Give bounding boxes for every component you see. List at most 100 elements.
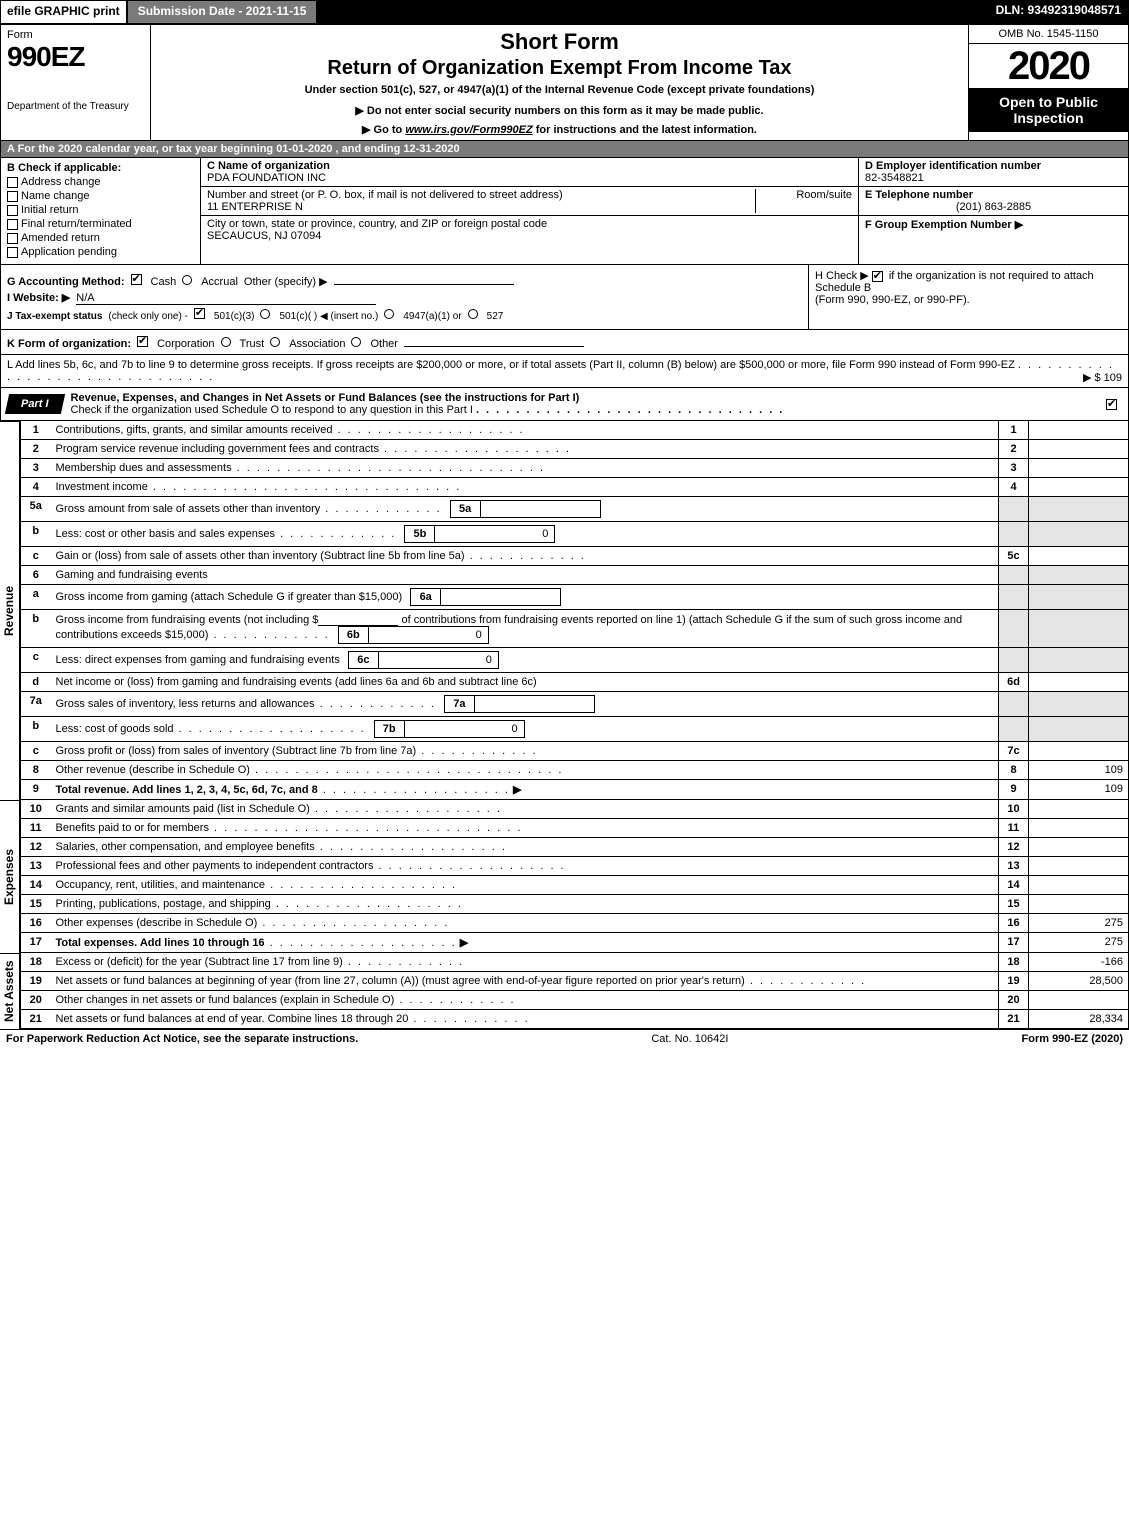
line-a-tax-year: A For the 2020 calendar year, or tax yea… [0,141,1129,158]
chk-label: Final return/terminated [21,218,132,230]
h-check: H Check ▶ if the organization is not req… [808,265,1128,329]
g-other-label: Other (specify) ▶ [244,275,328,288]
open-to-public: Open to Public Inspection [969,88,1128,132]
chk-label: Amended return [21,232,100,244]
chk-final-return[interactable]: Final return/terminated [7,218,194,230]
checkbox-icon[interactable] [1106,399,1117,410]
page-footer: For Paperwork Reduction Act Notice, see … [0,1029,1129,1048]
ssn-warning: ▶ Do not enter social security numbers o… [159,104,960,117]
section-b-checkboxes: B Check if applicable: Address change Na… [1,158,201,264]
checkbox-icon[interactable] [7,205,18,216]
form-word: Form [7,29,144,41]
chk-address-change[interactable]: Address change [7,176,194,188]
footer-left: For Paperwork Reduction Act Notice, see … [6,1033,358,1045]
checkbox-icon[interactable] [7,247,18,258]
b-title: B Check if applicable: [7,162,194,174]
section-k: K Form of organization: Corporation Trus… [0,330,1129,355]
chk-label: Application pending [21,246,117,258]
line-5a: 5aGross amount from sale of assets other… [21,497,1129,522]
chk-application-pending[interactable]: Application pending [7,246,194,258]
line-11: 11Benefits paid to or for members11 [21,819,1129,838]
identity-block: B Check if applicable: Address change Na… [0,158,1129,265]
checkbox-icon[interactable] [7,219,18,230]
g-other-input[interactable] [334,272,514,285]
header-left: Form 990EZ Department of the Treasury [1,25,151,140]
d-value: 82-3548821 [865,172,1122,184]
revenue-side-label: Revenue [0,421,20,800]
chk-label: Initial return [21,204,78,216]
city-value: SECAUCUS, NJ 07094 [207,230,321,242]
checkbox-icon[interactable] [7,233,18,244]
c-label: C Name of organization [207,160,330,172]
part-1-checkbox[interactable] [1098,394,1128,414]
line-16: 16Other expenses (describe in Schedule O… [21,914,1129,933]
k-o3: Association [289,338,345,350]
line-6d: dNet income or (loss) from gaming and fu… [21,673,1129,692]
city-row: City or town, state or province, country… [201,216,858,264]
line-3: 3Membership dues and assessments3 [21,459,1129,478]
e-value: (201) 863-2885 [865,201,1122,213]
j-o1: 501(c)(3) [214,311,255,322]
section-c-org: C Name of organization PDA FOUNDATION IN… [201,158,858,264]
footer-catno: Cat. No. 10642I [358,1033,1021,1045]
checkbox-icon[interactable] [7,177,18,188]
form-header: Form 990EZ Department of the Treasury Sh… [0,24,1129,141]
k-o2: Trust [240,338,265,350]
efile-print-label[interactable]: efile GRAPHIC print [0,0,127,24]
topbar-spacer [317,0,987,24]
f-label: F Group Exemption Number ▶ [865,219,1023,231]
k-o4: Other [370,338,398,350]
e-phone: E Telephone number (201) 863-2885 [859,187,1128,216]
chk-corporation[interactable] [137,336,148,347]
goto-line: ▶ Go to www.irs.gov/Form990EZ for instru… [159,123,960,136]
address-value: 11 ENTERPRISE N [207,201,303,213]
chk-name-change[interactable]: Name change [7,190,194,202]
k-label: K Form of organization: [7,338,131,350]
top-bar: efile GRAPHIC print Submission Date - 20… [0,0,1129,24]
title-return: Return of Organization Exempt From Incom… [159,57,960,80]
radio-association[interactable] [270,337,280,347]
line-6c: cLess: direct expenses from gaming and f… [21,648,1129,673]
chk-cash[interactable] [131,274,142,285]
j-tax-status: J Tax-exempt status (check only one) - 5… [7,308,802,322]
part-1-title: Revenue, Expenses, and Changes in Net As… [63,388,1098,420]
e-label: E Telephone number [865,189,1122,201]
k-o1: Corporation [157,338,214,350]
radio-501c[interactable] [260,309,270,319]
line-5b: bLess: cost or other basis and sales exp… [21,522,1129,547]
line-21: 21Net assets or fund balances at end of … [21,1010,1129,1029]
radio-other[interactable] [351,337,361,347]
irs-link[interactable]: www.irs.gov/Form990EZ [405,124,532,136]
chk-501c3[interactable] [194,308,205,319]
radio-4947[interactable] [384,309,394,319]
c-value: PDA FOUNDATION INC [207,172,326,184]
line-5c: cGain or (loss) from sale of assets othe… [21,547,1129,566]
expenses-side-label: Expenses [0,800,20,953]
radio-accrual[interactable] [182,275,192,285]
i-website: I Website: ▶ N/A [7,291,802,305]
header-middle: Short Form Return of Organization Exempt… [151,25,968,140]
netassets-section: Net Assets 18Excess or (deficit) for the… [0,953,1129,1029]
j-o3: 4947(a)(1) or [403,311,461,322]
subtitle: Under section 501(c), 527, or 4947(a)(1)… [159,84,960,96]
checkbox-icon[interactable] [7,191,18,202]
room-suite-label: Room/suite [755,189,852,213]
radio-527[interactable] [468,309,478,319]
d-ein: D Employer identification number 82-3548… [859,158,1128,187]
part-1-tab: Part I [5,394,65,414]
chk-label: Name change [21,190,90,202]
dots [476,404,784,416]
line-2: 2Program service revenue including gover… [21,440,1129,459]
chk-amended-return[interactable]: Amended return [7,232,194,244]
radio-trust[interactable] [221,337,231,347]
expenses-section: Expenses 10Grants and similar amounts pa… [0,800,1129,953]
h-text3: (Form 990, 990-EZ, or 990-PF). [815,294,970,306]
chk-h[interactable] [872,271,883,282]
c-name-row: C Name of organization PDA FOUNDATION IN… [201,158,858,187]
address-row: Number and street (or P. O. box, if mail… [201,187,858,216]
chk-initial-return[interactable]: Initial return [7,204,194,216]
k-other-input[interactable] [404,334,584,347]
line-9: 9Total revenue. Add lines 1, 2, 3, 4, 5c… [21,780,1129,800]
l-amount: ▶ $ 109 [1083,371,1122,384]
dln-label: DLN: 93492319048571 [988,0,1129,24]
